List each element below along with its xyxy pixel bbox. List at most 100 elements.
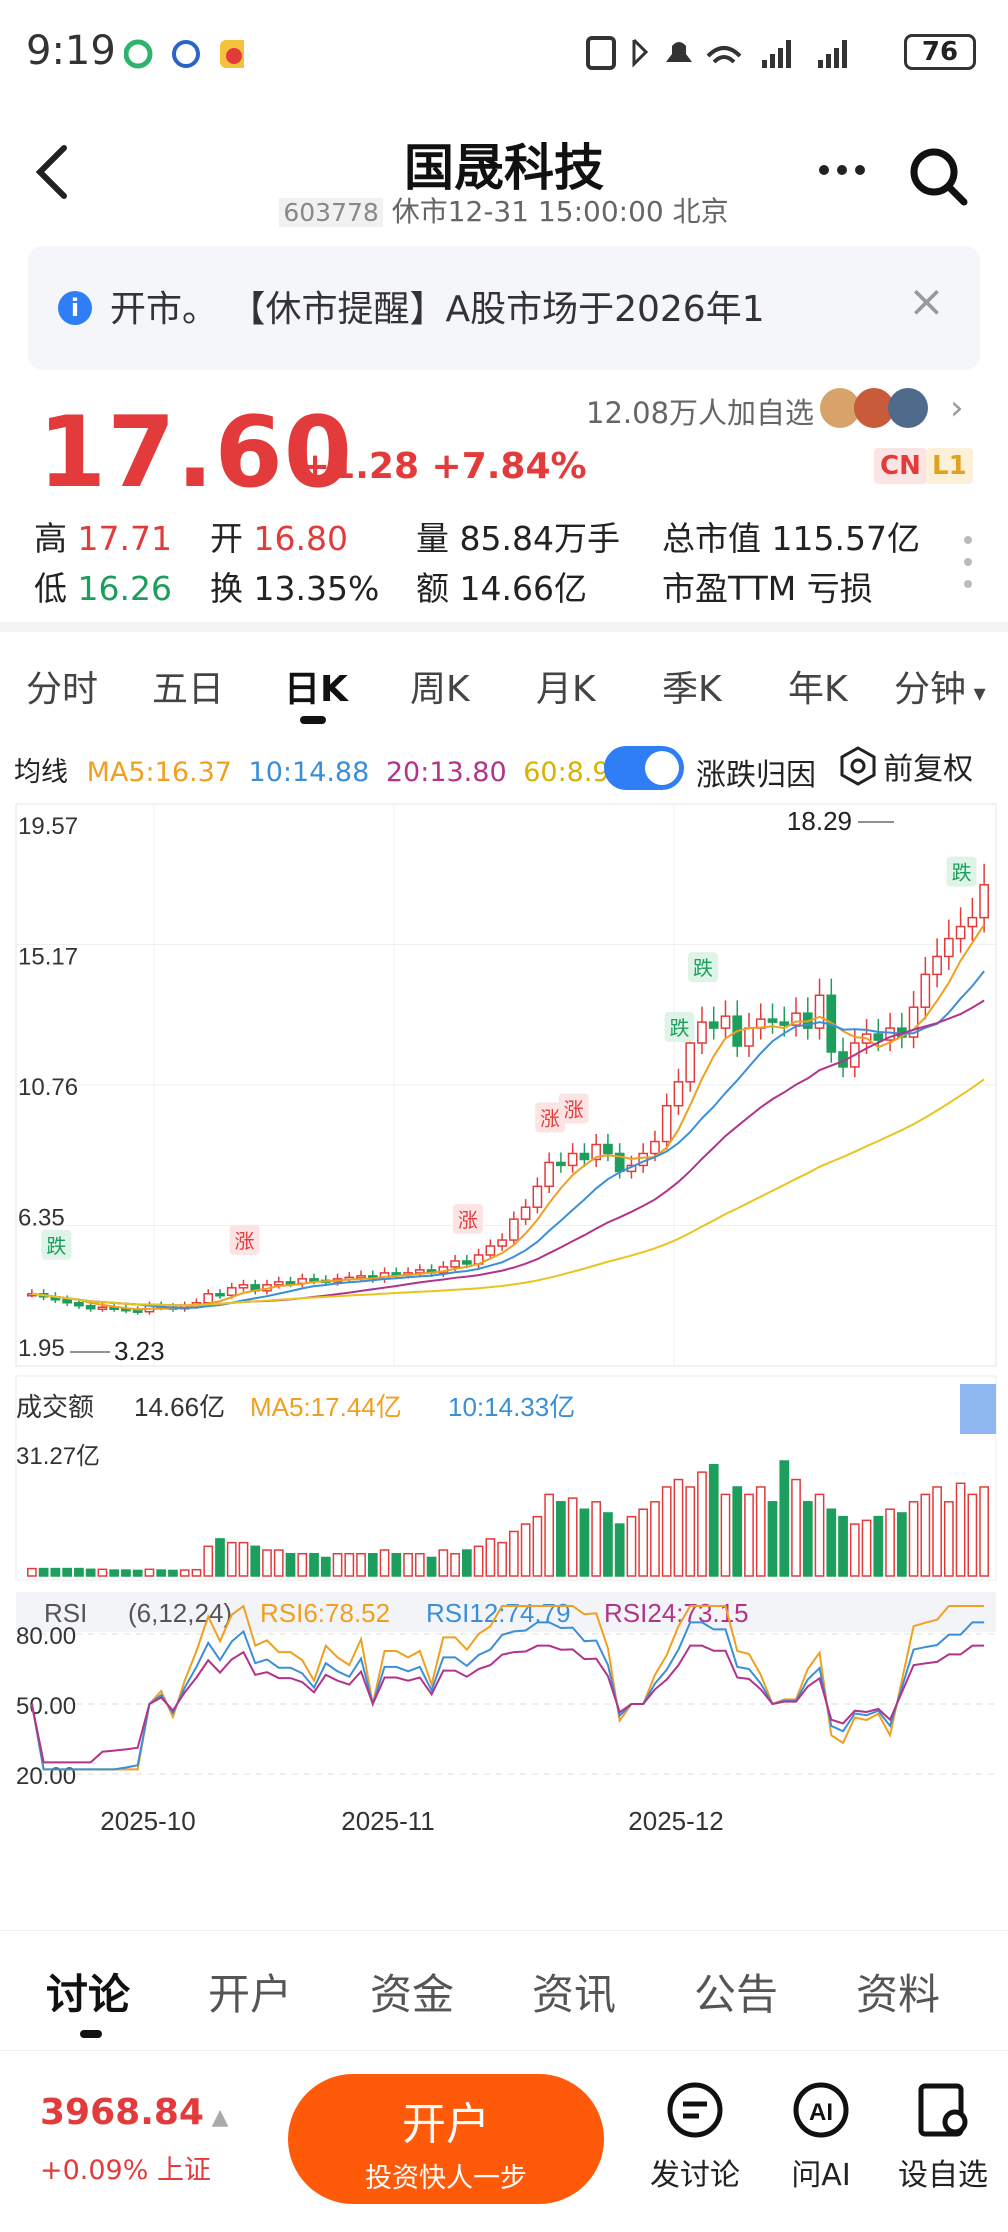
status-bar: 9:19 76 — [0, 0, 1008, 110]
attribution-toggle[interactable] — [604, 746, 684, 790]
open-account-button[interactable]: 开户 投资快人一步 — [288, 2074, 604, 2204]
tab-funds[interactable]: 资金 — [370, 1970, 455, 2019]
event-marker — [229, 1224, 260, 1255]
volume-bar — [297, 1552, 308, 1577]
event-marker-label: 跌 — [952, 862, 972, 885]
tab-daily-k[interactable]: 日K — [284, 669, 348, 710]
volume-bar — [203, 1545, 214, 1577]
close-icon[interactable]: × — [908, 276, 945, 327]
tab-discussion[interactable]: 讨论 — [46, 1970, 131, 2019]
candle-body — [273, 1281, 284, 1286]
period-tabs: 分时 五日 日K 周K 月K 季K 年K 分钟 ▾ — [0, 640, 1008, 730]
candle-body — [461, 1260, 472, 1265]
tab-quarterly-k[interactable]: 季K — [662, 669, 722, 710]
tab-weekly-k[interactable]: 周K — [410, 669, 470, 710]
index-value[interactable]: 3968.84 ▲ — [40, 2092, 229, 2133]
volume-bar — [50, 1567, 61, 1577]
candle-body — [603, 1143, 613, 1155]
volume-bar — [62, 1567, 73, 1577]
candle-body — [791, 1012, 801, 1026]
tab-yearly-k[interactable]: 年K — [788, 669, 848, 710]
volume-bar — [168, 1569, 178, 1577]
tab-five-day[interactable]: 五日 — [152, 669, 225, 710]
min-price-label: 3.23 — [114, 1336, 165, 1366]
candle-body — [932, 955, 942, 976]
volume-bar — [755, 1486, 766, 1577]
volume-bar — [744, 1493, 754, 1577]
candle-body — [661, 1104, 672, 1143]
tab-intraday[interactable]: 分时 — [26, 669, 99, 710]
rsi6-value: RSI6:78.52 — [260, 1598, 390, 1628]
market-status: 休市12-31 15:00:00 北京 — [391, 195, 729, 228]
level-tag-l1: L1 — [926, 448, 973, 484]
active-bottom-tab-indicator — [80, 2030, 102, 2038]
more-icon[interactable] — [818, 160, 868, 180]
volume-bar — [191, 1568, 202, 1577]
tab-minute[interactable]: 分钟 ▾ — [894, 669, 986, 710]
candle-body — [567, 1152, 578, 1167]
follower-count[interactable]: 12.08万人加自选 — [586, 396, 815, 430]
rsi-tick-label: 20.00 — [16, 1763, 76, 1790]
volume-bar — [720, 1493, 731, 1577]
stock-name: 国晟科技 — [404, 139, 604, 197]
open-account-title: 开户 — [402, 2099, 490, 2150]
volume-bar — [908, 1501, 919, 1577]
volume-bar — [614, 1523, 625, 1577]
candle-body — [720, 1015, 731, 1029]
market-notice-banner[interactable]: i 开市。 【休市提醒】A股市场于2026年1 × — [28, 246, 980, 370]
battery-indicator: 76 — [904, 34, 976, 70]
volume-bar — [732, 1486, 743, 1577]
tab-profile[interactable]: 资料 — [856, 1970, 941, 2019]
event-marker-label: 涨 — [540, 1107, 560, 1130]
candle-body — [520, 1206, 531, 1220]
volume-bar — [532, 1515, 543, 1577]
tab-account[interactable]: 开户 — [208, 1970, 293, 2019]
divider — [0, 622, 1008, 632]
candle-body — [509, 1218, 519, 1241]
volume-bar — [779, 1460, 790, 1577]
stock-code: 603778 — [279, 198, 383, 227]
tab-news[interactable]: 资讯 — [532, 1970, 617, 2019]
event-marker-label: 跌 — [669, 1017, 689, 1040]
low-value: 16.26 — [77, 569, 172, 608]
candle-body — [591, 1143, 602, 1161]
discuss-button[interactable]: 发讨论 — [640, 2080, 750, 2194]
candle-body — [532, 1185, 543, 1208]
volume-bar — [708, 1463, 719, 1577]
candle-body — [744, 1027, 754, 1047]
volume-bar — [156, 1569, 167, 1577]
volume-bar — [556, 1501, 566, 1577]
system-status-icons — [586, 36, 847, 70]
event-marker — [946, 856, 977, 887]
tab-announcements[interactable]: 公告 — [694, 1970, 779, 2019]
event-marker-label: 涨 — [458, 1209, 478, 1232]
candle-body — [391, 1272, 402, 1276]
y-tick-label: 1.95 — [18, 1335, 65, 1362]
volume-bar — [344, 1552, 355, 1577]
candle-body — [673, 1081, 684, 1107]
high-value: 17.71 — [77, 519, 172, 558]
search-icon[interactable] — [906, 144, 970, 208]
adjust-button[interactable]: 前复权 — [838, 744, 988, 792]
vertical-more-icon[interactable] — [962, 532, 974, 592]
event-marker — [664, 1011, 695, 1042]
volume-bar — [955, 1482, 966, 1577]
volume-bar — [85, 1568, 96, 1577]
stats-row-1: 高 17.71 — [34, 519, 172, 558]
candle-body — [203, 1293, 214, 1304]
volume-bar — [943, 1501, 954, 1577]
follower-avatars[interactable] — [818, 384, 938, 432]
candle-body — [650, 1140, 660, 1155]
add-watchlist-button[interactable]: 设自选 — [888, 2080, 998, 2194]
candle-body — [309, 1278, 319, 1282]
chevron-right-icon[interactable]: › — [950, 388, 964, 428]
volume-bar — [391, 1552, 402, 1577]
back-arrow-icon[interactable] — [30, 142, 74, 202]
volume-bar — [461, 1549, 472, 1577]
ask-ai-button[interactable]: AI 问AI — [766, 2080, 876, 2194]
market-tag-cn: CN — [874, 448, 927, 484]
stock-subtitle: 603778 休市12-31 15:00:00 北京 — [0, 190, 1008, 230]
candle-body — [97, 1306, 108, 1310]
tab-monthly-k[interactable]: 月K — [536, 669, 596, 710]
